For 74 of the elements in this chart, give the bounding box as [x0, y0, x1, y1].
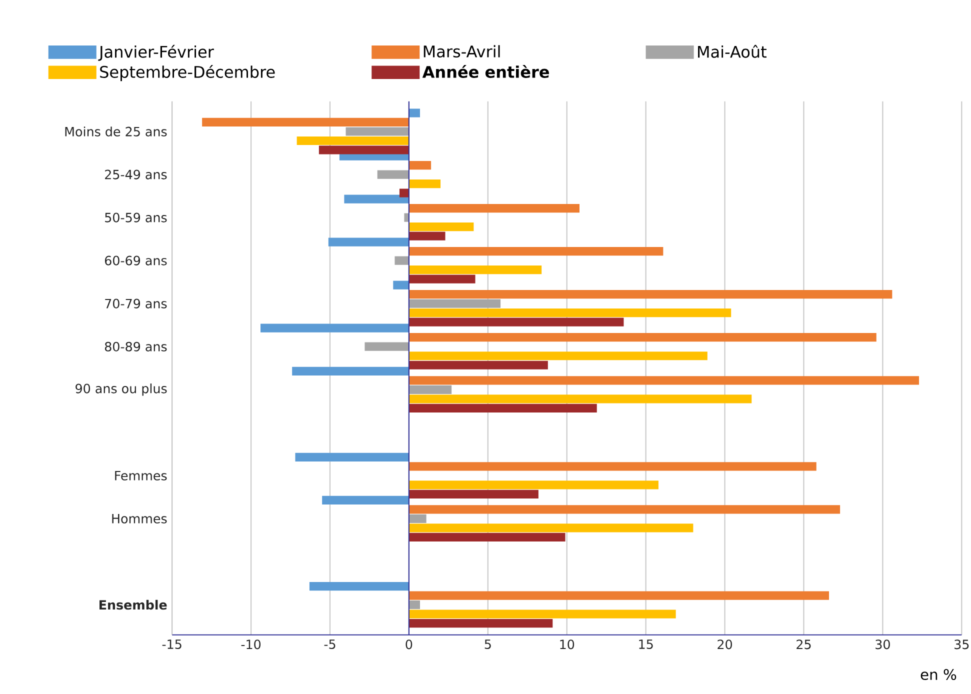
- bar: [328, 238, 409, 247]
- y-tick-label: 50-59 ans: [105, 212, 167, 223]
- y-tick-label: Hommes: [112, 514, 167, 524]
- bar: [344, 194, 409, 204]
- x-tick-label: 5: [484, 640, 491, 650]
- bar: [408, 490, 538, 499]
- bar: [296, 136, 409, 146]
- bar: [408, 333, 876, 342]
- x-tick-label: 35: [954, 640, 969, 650]
- bar: [408, 308, 732, 318]
- legend-label: Année entière: [422, 65, 549, 78]
- bar: [408, 318, 624, 327]
- x-tick-label: -10: [241, 640, 261, 650]
- bar: [408, 161, 432, 170]
- bar: [408, 480, 658, 490]
- bar: [408, 394, 752, 404]
- x-axis-title: en %: [920, 669, 956, 680]
- y-tick-label: 25-49 ans: [105, 170, 167, 180]
- bar: [322, 496, 409, 505]
- bar: [377, 170, 409, 180]
- bar: [408, 290, 892, 299]
- legend-label: Mars-Avril: [424, 45, 500, 58]
- bar: [292, 367, 409, 376]
- bar: [408, 619, 553, 628]
- x-tick-label: 0: [406, 640, 412, 650]
- y-tick-label: Moins de 25 ans: [65, 126, 167, 137]
- bar: [408, 274, 476, 284]
- y-tick-label: 80-89 ans: [104, 342, 167, 352]
- bar: [202, 118, 409, 127]
- bar: [364, 342, 409, 352]
- legend-label: Septembre-Décembre: [100, 65, 275, 82]
- y-tick-label: Femmes: [115, 471, 167, 481]
- bar: [408, 247, 664, 256]
- bar: [408, 376, 920, 385]
- bar: [408, 610, 676, 619]
- x-tick-label: 25: [796, 640, 811, 650]
- bar: [408, 386, 452, 394]
- bar: [408, 600, 420, 610]
- bar: [399, 188, 409, 198]
- legend-label: Janvier-Février: [98, 45, 214, 62]
- bar: [408, 300, 501, 308]
- bar: [408, 266, 542, 274]
- x-tick-label: 15: [639, 640, 653, 650]
- bar: [408, 591, 830, 600]
- bar: [346, 127, 409, 136]
- bar: [309, 582, 409, 591]
- bar: [408, 524, 694, 532]
- x-tick-label: 20: [718, 640, 732, 650]
- bar: [260, 324, 409, 333]
- bar: [318, 146, 409, 155]
- y-tick-label: 60-69 ans: [104, 256, 167, 266]
- x-tick-label: -15: [162, 640, 182, 650]
- x-tick-label: -5: [324, 640, 336, 650]
- bar: [408, 462, 816, 471]
- bar: [408, 361, 548, 370]
- y-tick-label: 90 ans ou plus: [76, 384, 167, 396]
- x-tick-label: 30: [876, 640, 890, 650]
- bar: [394, 256, 409, 266]
- bar: [408, 180, 441, 188]
- bar: [408, 232, 446, 241]
- bar: [408, 404, 597, 413]
- bar: [295, 453, 409, 462]
- bar: [408, 352, 708, 360]
- y-tick-label: 70-79 ans: [105, 299, 167, 309]
- bar: [408, 533, 566, 542]
- bar: [408, 514, 426, 524]
- bar: [408, 204, 580, 213]
- bar: [393, 281, 409, 290]
- x-tick-label: 10: [560, 640, 574, 650]
- bar: [408, 505, 840, 514]
- y-tick-label: Ensemble: [100, 600, 167, 610]
- legend-label: Mai-Août: [698, 45, 766, 58]
- bar: [408, 108, 420, 118]
- bar: [408, 222, 474, 232]
